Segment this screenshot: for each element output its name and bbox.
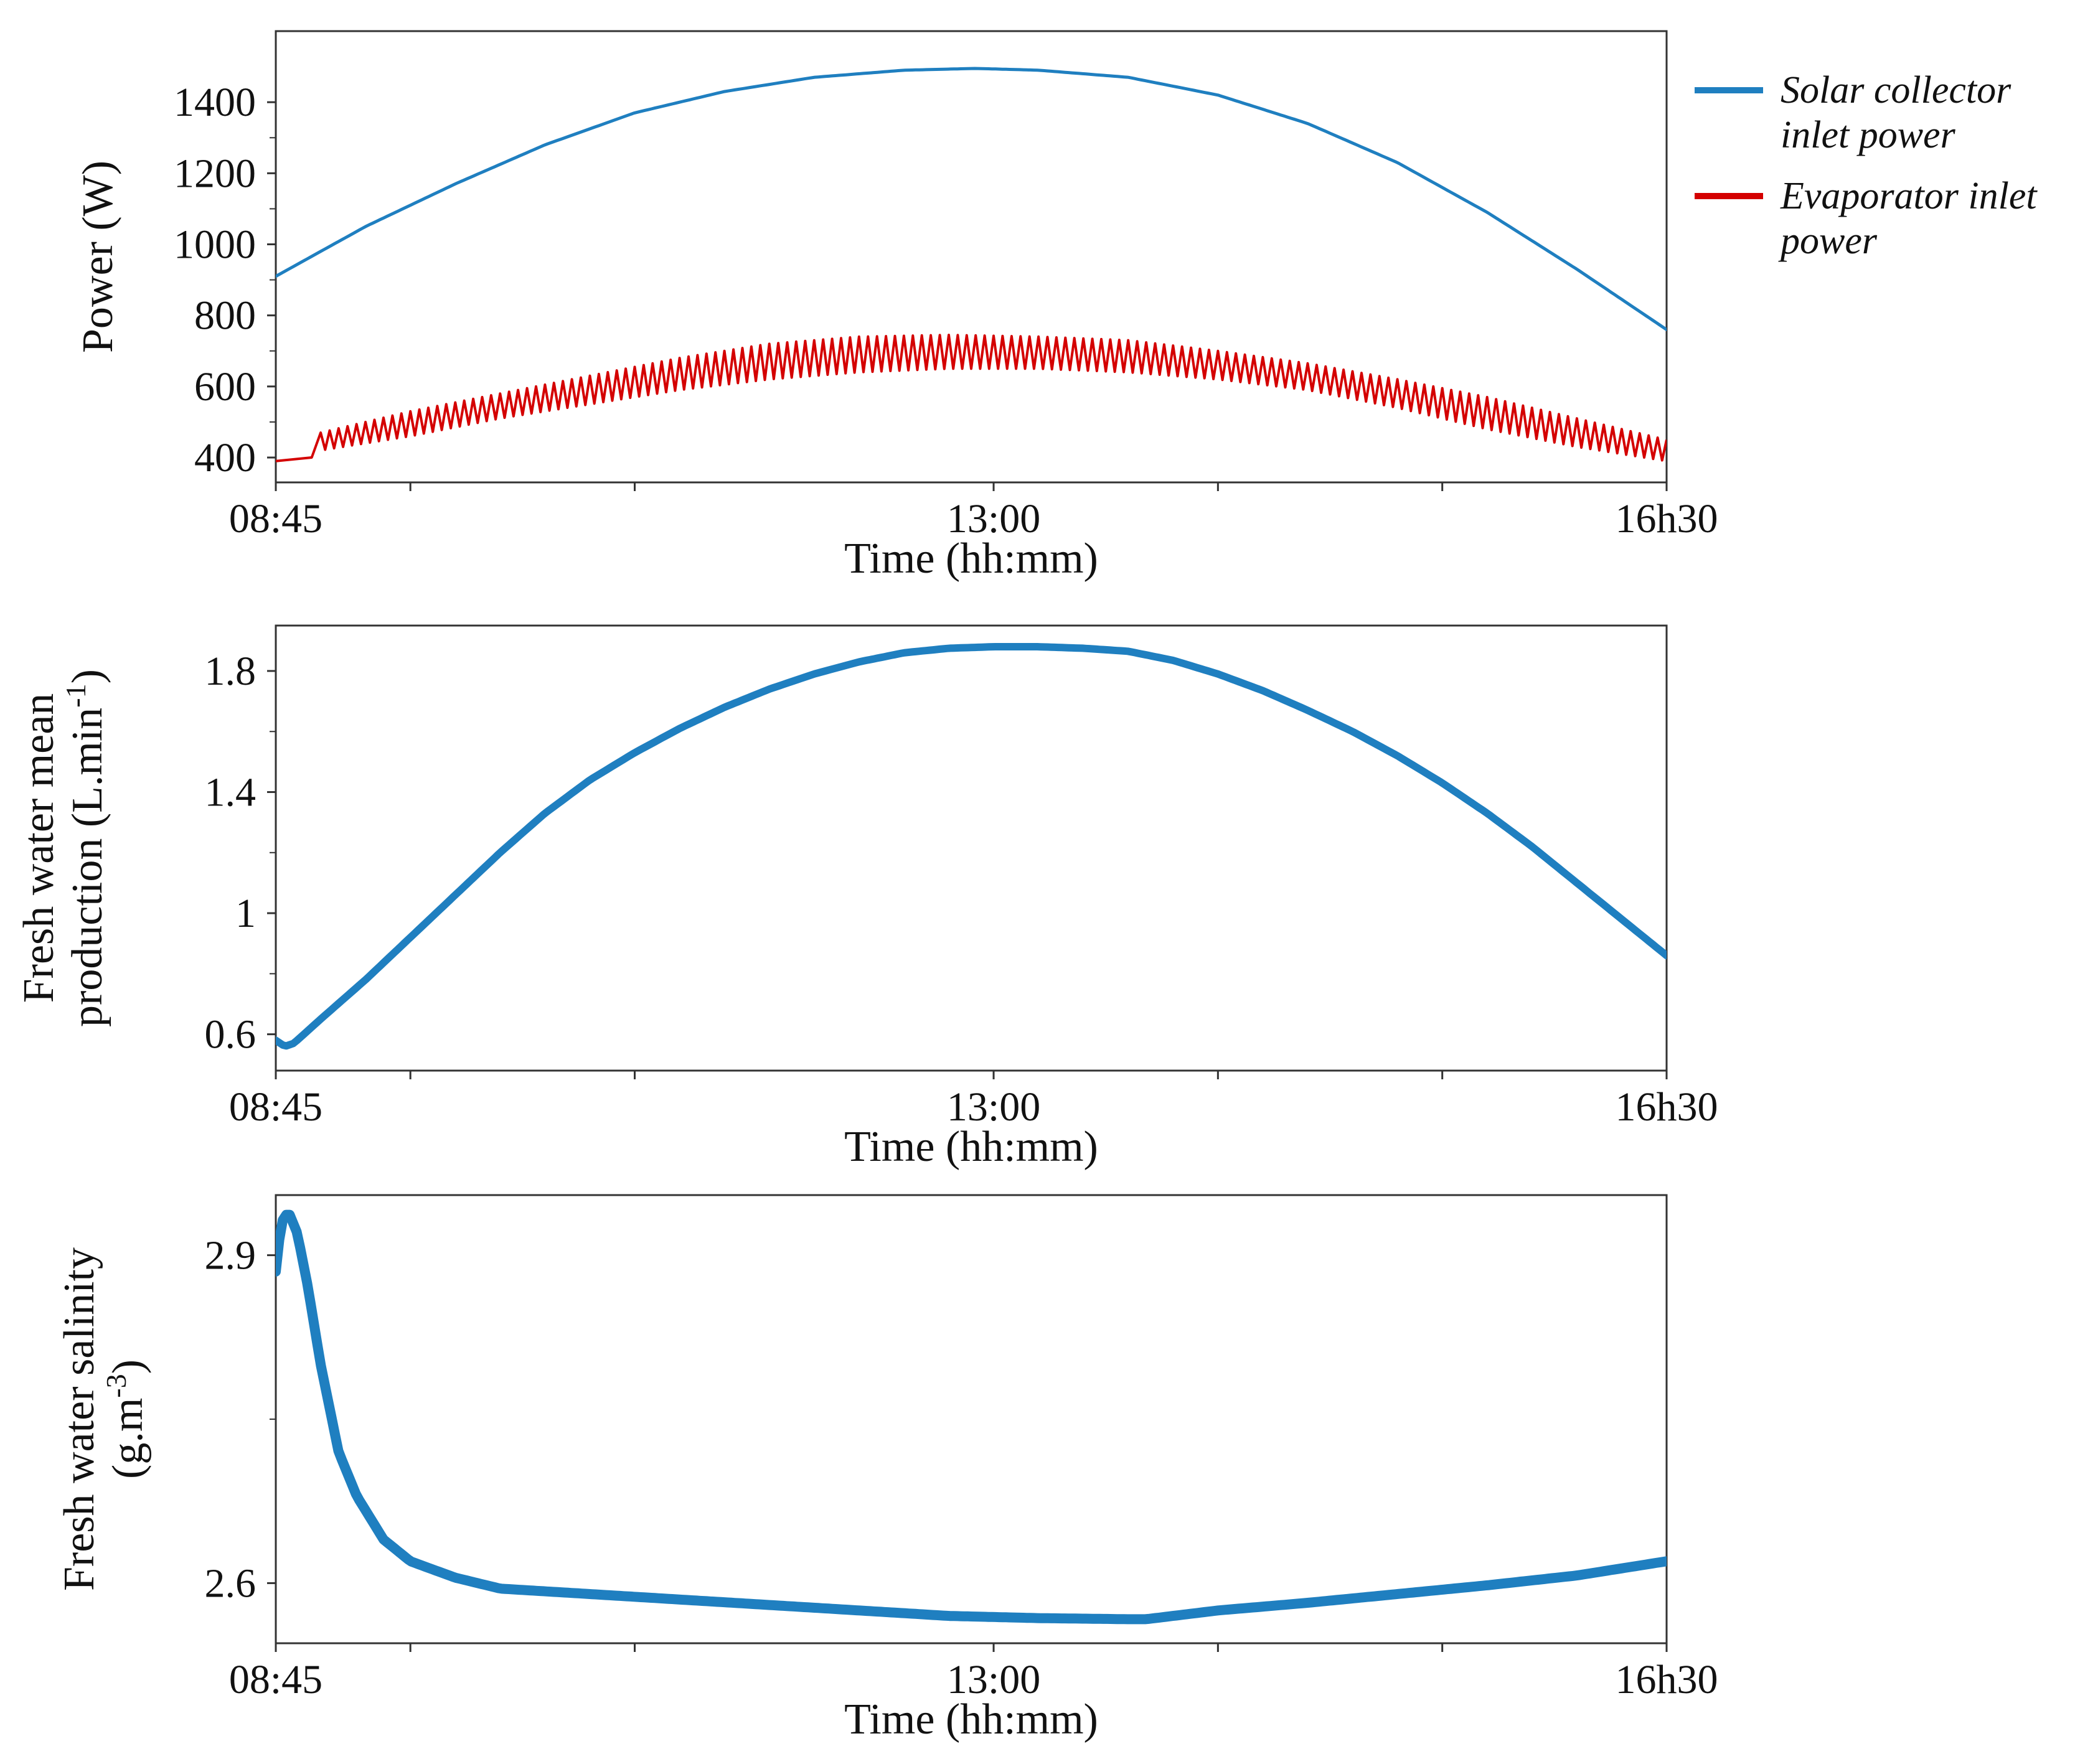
y-tick-label: 0.6 bbox=[205, 1012, 256, 1058]
y-tick-label: 1000 bbox=[174, 222, 256, 268]
series-line-solar-collector-inlet-power bbox=[276, 67, 1667, 331]
legend-label-line2: power bbox=[1778, 220, 1878, 262]
panel-3: 08:45 13:00 16h30 2.6 2.9 Time (hh:mm) Fresh w… bbox=[55, 1194, 1718, 1743]
data-layer bbox=[276, 1209, 1667, 1625]
data-layer bbox=[276, 67, 1667, 462]
x-tick-label: 13:00 bbox=[947, 1657, 1040, 1702]
y-tick-label: 1.8 bbox=[205, 649, 256, 694]
y-tick-label: 1 bbox=[235, 891, 256, 936]
legend-label-line2: inlet power bbox=[1781, 114, 1956, 156]
y-axis-title-line2: production (L.min-1) bbox=[60, 669, 111, 1027]
x-axis-title: Time (hh:mm) bbox=[844, 535, 1098, 583]
plot-frame bbox=[275, 1194, 1668, 1644]
y-axis-title-unit: (g.m bbox=[104, 1398, 152, 1479]
y-tick-label: 800 bbox=[194, 293, 256, 339]
y-axis-title-line1: Fresh water salinity bbox=[55, 1247, 103, 1591]
x-tick-label: 08:45 bbox=[229, 1084, 322, 1130]
legend-label-line1: Solar collector bbox=[1781, 69, 2011, 111]
x-tick-label: 13:00 bbox=[947, 1084, 1040, 1130]
series-line-evaporator-inlet-power bbox=[276, 334, 1667, 462]
y-axis-title-line1: Fresh water mean bbox=[15, 693, 63, 1003]
y-axis-title: Power (W) bbox=[74, 161, 122, 353]
y-tick-label: 600 bbox=[194, 364, 256, 410]
x-tick-label: 16h30 bbox=[1616, 496, 1718, 542]
y-axis-title-exponent: -3 bbox=[100, 1374, 132, 1397]
y-axis-title: Fresh water salinity (g.m-3) bbox=[55, 1247, 152, 1591]
y-axis-title-line2: (g.m-3) bbox=[100, 1359, 152, 1479]
panel-1: 08:45 13:00 16h30 400 600 800 1000 1200 1400 Time… bbox=[74, 30, 2038, 583]
legend-label-line1: Evaporator inlet bbox=[1780, 175, 2038, 217]
y-tick-label: 2.9 bbox=[205, 1233, 256, 1278]
x-tick-label: 08:45 bbox=[229, 496, 322, 542]
series-line-fresh-water-mean-production bbox=[276, 643, 1667, 1050]
series-line-fresh-water-salinity bbox=[276, 1209, 1667, 1625]
x-axis-title: Time (hh:mm) bbox=[844, 1123, 1098, 1171]
plot-frame bbox=[275, 30, 1668, 484]
x-tick-label: 08:45 bbox=[229, 1657, 322, 1702]
x-axis-title: Time (hh:mm) bbox=[844, 1696, 1098, 1743]
y-tick-label: 2.6 bbox=[205, 1560, 256, 1606]
x-tick-label: 16h30 bbox=[1616, 1657, 1718, 1702]
x-tick-label: 16h30 bbox=[1616, 1084, 1718, 1130]
y-axis-title-exponent: -1 bbox=[60, 683, 92, 707]
y-tick-label: 400 bbox=[194, 435, 256, 481]
plot-frame bbox=[275, 624, 1668, 1072]
y-axis-title-close: ) bbox=[64, 669, 111, 683]
y-tick-label: 1.4 bbox=[205, 770, 256, 815]
panel-2: 08:45 13:00 16h30 0.6 1 1.4 1.8 Time (hh:mm) Fre… bbox=[15, 624, 1718, 1171]
x-tick-label: 13:00 bbox=[947, 496, 1040, 542]
data-layer bbox=[276, 643, 1667, 1050]
y-tick-label: 1400 bbox=[174, 80, 256, 125]
y-axis-title-text: Power (W) bbox=[74, 161, 122, 353]
y-axis-title: Fresh water mean production (L.min-1) bbox=[15, 669, 111, 1027]
y-tick-label: 1200 bbox=[174, 151, 256, 196]
y-axis-title-close: ) bbox=[104, 1359, 152, 1374]
y-axis-title-unit: production (L.min bbox=[64, 708, 111, 1027]
